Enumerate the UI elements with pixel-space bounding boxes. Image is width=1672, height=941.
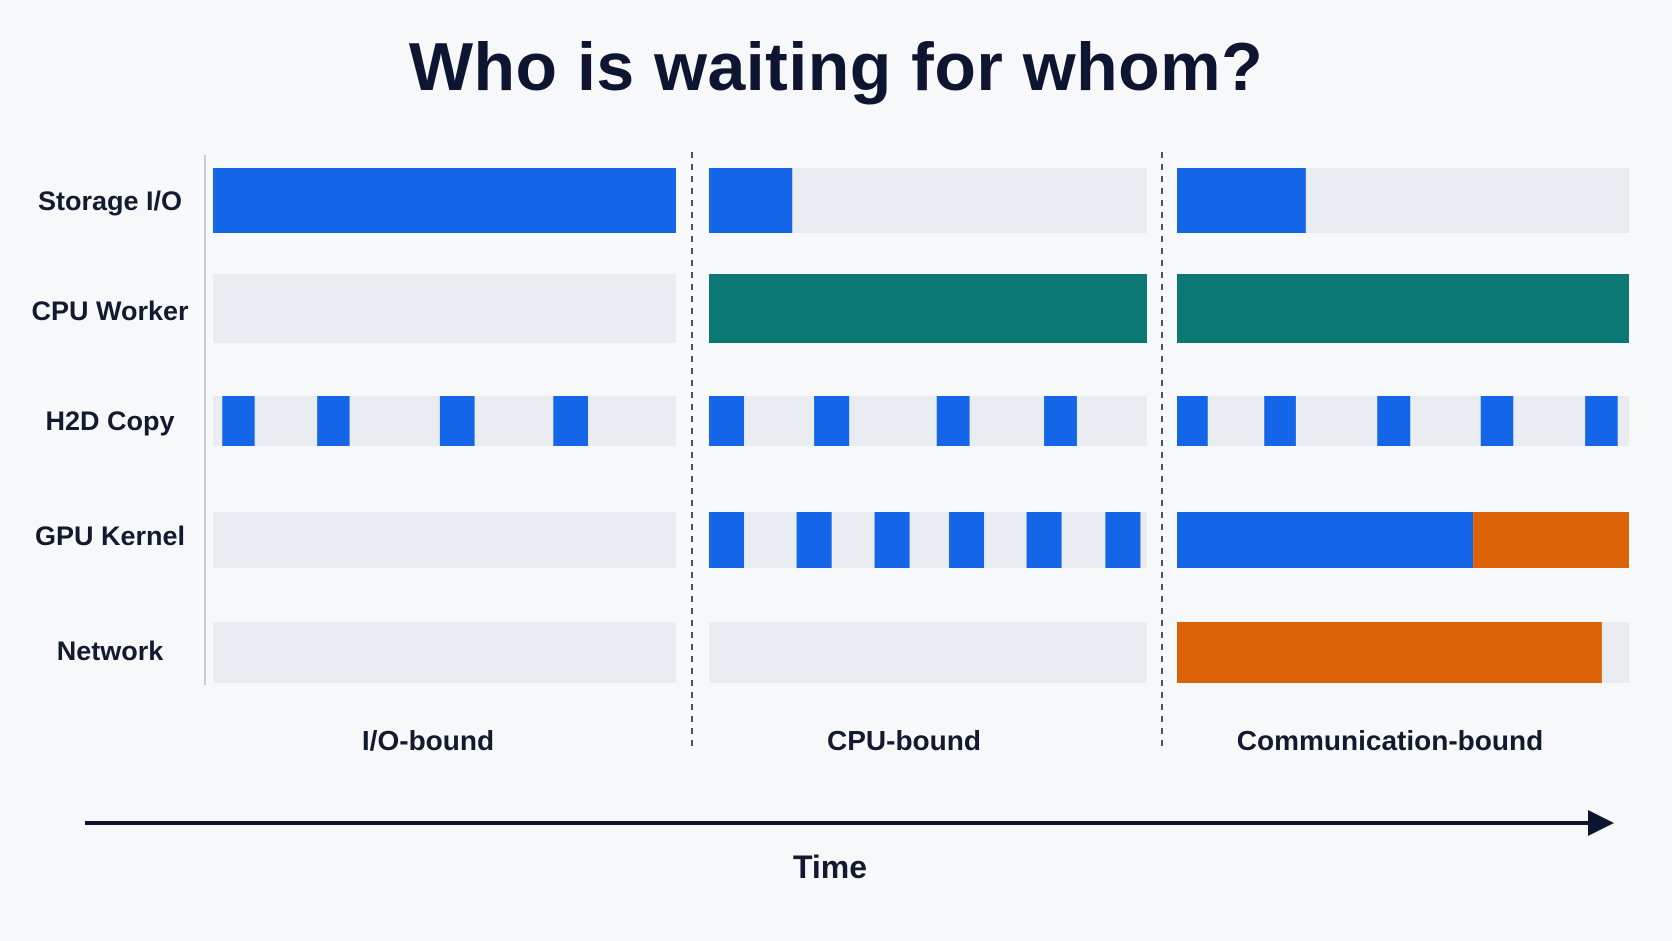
phase-label-communication-bound: Communication-bound bbox=[1237, 725, 1543, 756]
phase-column-communication-bound bbox=[1177, 168, 1629, 683]
activity-bar-io-bound-h2d-copy-2 bbox=[439, 396, 475, 446]
activity-bar-communication-bound-h2d-copy-3 bbox=[1480, 396, 1514, 446]
track-cpu-bound-gpu-kernel bbox=[709, 512, 1147, 568]
phase-columns bbox=[213, 168, 1629, 683]
activity-bar-communication-bound-gpu-kernel-0 bbox=[1177, 512, 1474, 568]
activity-bar-cpu-bound-h2d-copy-2 bbox=[936, 396, 970, 446]
diagram-title: Who is waiting for whom? bbox=[408, 29, 1264, 105]
phase-label-io-bound: I/O-bound bbox=[362, 725, 494, 756]
track-cpu-bound-h2d-copy bbox=[709, 396, 1147, 446]
time-axis-label: Time bbox=[793, 849, 867, 885]
phase-column-cpu-bound bbox=[709, 168, 1147, 683]
row-label-network: Network bbox=[57, 636, 165, 666]
phase-labels: I/O-bound CPU-bound Communication-bound bbox=[362, 725, 1543, 756]
row-label-gpu-kernel: GPU Kernel bbox=[35, 521, 185, 551]
activity-bar-cpu-bound-gpu-kernel-4 bbox=[1026, 512, 1062, 568]
activity-bar-communication-bound-cpu-worker-0 bbox=[1177, 274, 1629, 343]
track-io-bound-network bbox=[213, 622, 676, 683]
time-axis-arrowhead bbox=[1588, 810, 1614, 836]
activity-bar-io-bound-h2d-copy-0 bbox=[222, 396, 255, 446]
activity-bar-cpu-bound-cpu-worker-0 bbox=[709, 274, 1147, 343]
activity-bar-communication-bound-network-0 bbox=[1177, 622, 1602, 683]
activity-bar-cpu-bound-gpu-kernel-3 bbox=[949, 512, 985, 568]
activity-bar-io-bound-h2d-copy-1 bbox=[317, 396, 350, 446]
track-io-bound-cpu-worker bbox=[213, 274, 676, 343]
activity-bar-io-bound-h2d-copy-3 bbox=[553, 396, 589, 446]
activity-bar-cpu-bound-gpu-kernel-2 bbox=[874, 512, 910, 568]
activity-bar-communication-bound-storage-io-0 bbox=[1177, 168, 1306, 233]
activity-bar-cpu-bound-gpu-kernel-1 bbox=[796, 512, 832, 568]
phase-column-io-bound bbox=[213, 168, 676, 683]
activity-bar-cpu-bound-storage-io-0 bbox=[709, 168, 793, 233]
phase-dividers bbox=[691, 152, 1163, 748]
track-cpu-bound-network bbox=[709, 622, 1147, 683]
phase-label-cpu-bound: CPU-bound bbox=[827, 725, 981, 756]
row-label-storage-io: Storage I/O bbox=[38, 186, 182, 216]
activity-bar-communication-bound-h2d-copy-0 bbox=[1177, 396, 1208, 446]
activity-bar-communication-bound-gpu-kernel-1 bbox=[1473, 512, 1629, 568]
activity-bar-io-bound-storage-io-0 bbox=[213, 168, 676, 233]
row-labels: Storage I/O CPU Worker H2D Copy GPU Kernel N… bbox=[31, 186, 189, 666]
activity-bar-communication-bound-h2d-copy-4 bbox=[1585, 396, 1618, 446]
activity-bar-communication-bound-h2d-copy-1 bbox=[1264, 396, 1296, 446]
time-axis: Time bbox=[85, 810, 1614, 885]
activity-bar-cpu-bound-h2d-copy-3 bbox=[1044, 396, 1077, 446]
activity-bar-cpu-bound-h2d-copy-0 bbox=[709, 396, 745, 446]
row-label-h2d-copy: H2D Copy bbox=[45, 406, 174, 436]
row-label-cpu-worker: CPU Worker bbox=[31, 296, 189, 326]
track-io-bound-gpu-kernel bbox=[213, 512, 676, 568]
activity-bar-cpu-bound-gpu-kernel-0 bbox=[709, 512, 745, 568]
activity-bar-cpu-bound-h2d-copy-1 bbox=[814, 396, 850, 446]
activity-bar-communication-bound-h2d-copy-2 bbox=[1377, 396, 1411, 446]
activity-bar-cpu-bound-gpu-kernel-5 bbox=[1105, 512, 1141, 568]
